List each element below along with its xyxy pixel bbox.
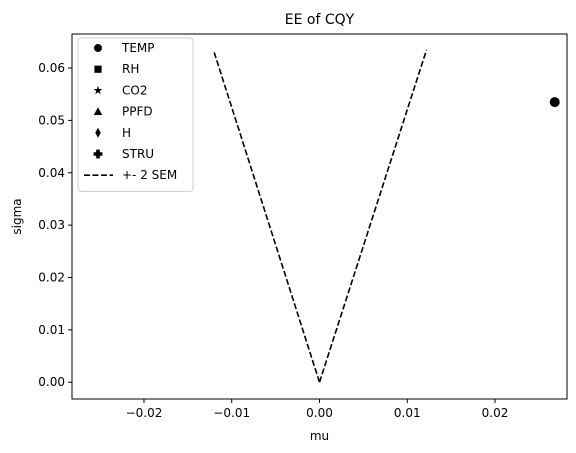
legend-label: RH <box>122 62 139 76</box>
y-tick-label: 0.06 <box>38 61 65 75</box>
y-axis-label: sigma <box>10 198 24 234</box>
legend-marker-co2 <box>93 85 103 95</box>
x-tick-label: −0.02 <box>126 406 163 420</box>
legend: TEMP RH CO2 PPFD H STRU +- 2 SEM <box>77 37 194 192</box>
y-tick-label: 0.02 <box>38 271 65 285</box>
legend-marker-temp <box>94 44 102 52</box>
legend-marker-rh <box>94 65 102 73</box>
sem-line <box>213 52 321 383</box>
y-tick-label: 0.04 <box>38 166 65 180</box>
y-tick-label: 0.05 <box>38 113 65 127</box>
x-axis-label: mu <box>310 429 329 443</box>
x-tick-label: 0.00 <box>306 406 333 420</box>
x-tick-label: −0.01 <box>213 406 250 420</box>
y-tick-label: 0.01 <box>38 323 65 337</box>
legend-marker-h <box>95 127 101 138</box>
x-tick-label: 0.02 <box>482 406 509 420</box>
legend-box <box>77 37 194 192</box>
data-point-temp <box>549 97 560 108</box>
legend-label: TEMP <box>121 41 155 55</box>
legend-label: PPFD <box>122 105 153 119</box>
plot-area <box>213 49 560 383</box>
x-tick-label: 0.01 <box>394 406 421 420</box>
legend-label: CO2 <box>122 83 147 97</box>
y-tick-label: 0.03 <box>38 218 65 232</box>
legend-label: +- 2 SEM <box>122 168 177 182</box>
legend-label: STRU <box>122 147 154 161</box>
chart-title: EE of CQY <box>285 12 355 28</box>
legend-marker-stru <box>93 149 103 159</box>
sem-line <box>318 49 428 383</box>
legend-label: H <box>122 126 131 140</box>
plot-frame <box>71 33 568 400</box>
y-tick-label: 0.00 <box>38 375 65 389</box>
axis-ticks: −0.02 −0.01 0.00 0.01 0.02 0.00 0.01 0.02 0.03 0.… <box>38 61 508 420</box>
legend-marker-ppfd <box>93 107 103 115</box>
